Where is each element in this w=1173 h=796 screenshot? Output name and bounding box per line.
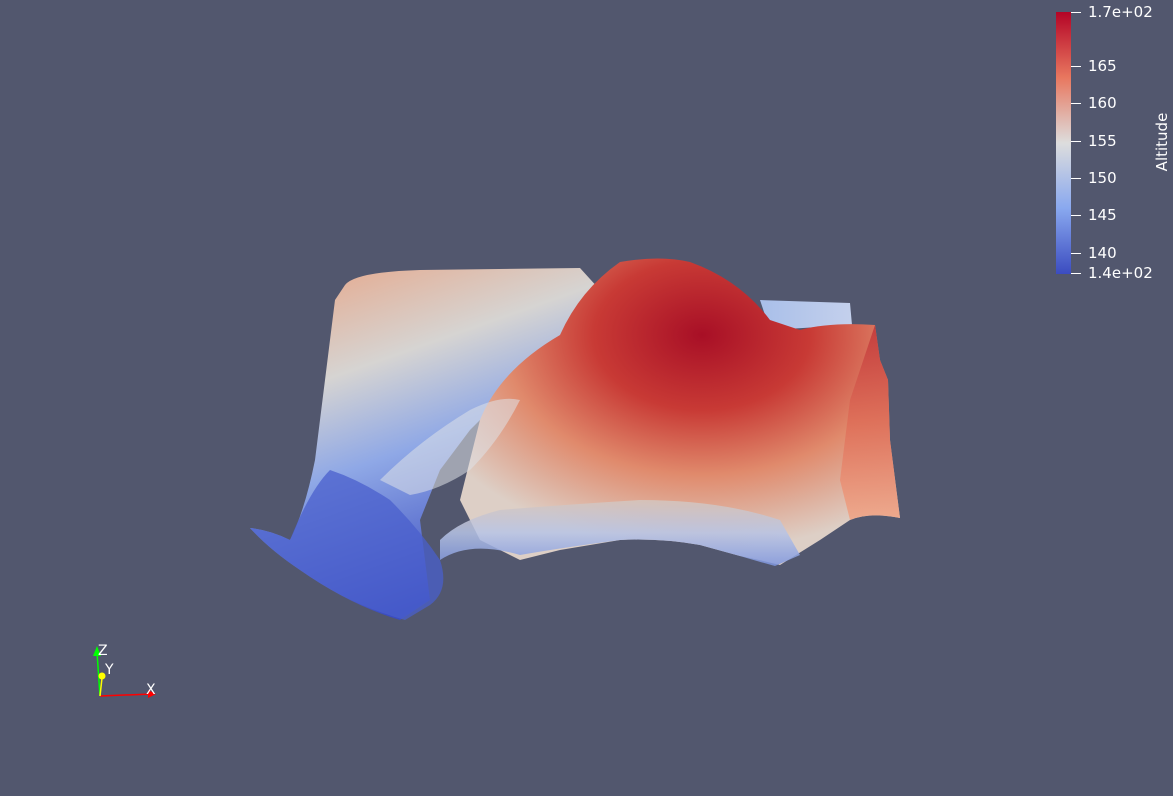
legend-tick-max: [1071, 12, 1081, 13]
x-axis-arrow-icon: [148, 690, 156, 698]
legend-title: Altitude: [1153, 112, 1171, 172]
legend-tick: [1071, 215, 1081, 216]
terrain-right-face: [840, 325, 900, 520]
legend-tick-label: 165: [1088, 57, 1117, 75]
legend-tick-label: 150: [1088, 169, 1117, 187]
axes-triad-graphic: [93, 646, 156, 698]
legend-tick: [1071, 253, 1081, 254]
legend-max-label: 1.7e+02: [1088, 3, 1153, 21]
color-legend: [1056, 12, 1081, 274]
legend-tick: [1071, 103, 1081, 104]
z-axis-label: Z: [98, 643, 108, 659]
legend-tick: [1071, 141, 1081, 142]
legend-tick-label: 145: [1088, 206, 1117, 224]
legend-tick: [1071, 66, 1081, 67]
legend-tick-label: 140: [1088, 244, 1117, 262]
color-ramp: [1056, 12, 1071, 274]
legend-min-label: 1.4e+02: [1088, 264, 1153, 282]
y-axis-arrow-icon: [98, 672, 106, 680]
terrain-low-basin: [250, 470, 444, 620]
legend-tick-min: [1071, 273, 1081, 274]
y-axis-label: Y: [105, 662, 114, 678]
legend-tick-label: 155: [1088, 132, 1117, 150]
orientation-axes: Z Y X: [80, 636, 170, 706]
terrain-front-band: [440, 500, 800, 566]
terrain-mid-highlight: [380, 398, 520, 495]
terrain-back-right-edge: [760, 300, 852, 330]
z-axis-arrow-icon: [93, 646, 101, 656]
terrain-red-hill: [460, 258, 900, 565]
legend-tick-label: 160: [1088, 94, 1117, 112]
legend-tick: [1071, 178, 1081, 179]
x-axis-label: X: [146, 682, 156, 698]
